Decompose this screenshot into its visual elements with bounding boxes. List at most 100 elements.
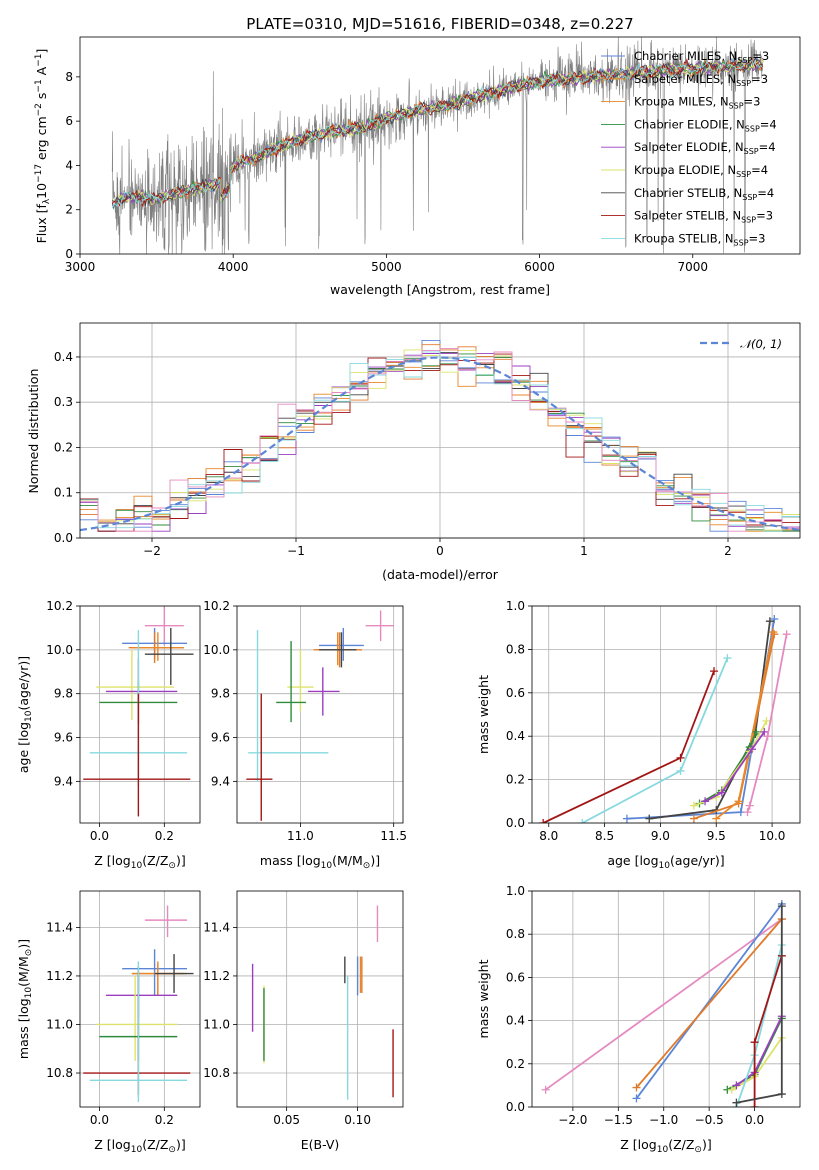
weight-marker bbox=[732, 1081, 741, 1090]
y-tick-label: 0.2 bbox=[506, 773, 525, 787]
x-tick-label: 9.0 bbox=[651, 829, 670, 843]
plot-area bbox=[111, 37, 764, 254]
x-tick-label: 11.5 bbox=[380, 829, 407, 843]
x-axis-label-part: 10 bbox=[657, 1145, 669, 1155]
x-axis-label: E(B-V) bbox=[301, 1137, 340, 1152]
y-tick-label: 9.8 bbox=[54, 687, 73, 701]
chart-title: PLATE=0310, MJD=51616, FIBERID=0348, z=0… bbox=[246, 15, 633, 33]
y-tick-label: 10.8 bbox=[46, 1066, 73, 1080]
legend-label: Salpeter STELIB, NSSP=3 bbox=[634, 209, 773, 225]
y-tick-label: 1.0 bbox=[506, 884, 525, 898]
y-tick-label: 0.3 bbox=[54, 395, 73, 409]
axes-frame bbox=[236, 890, 404, 1108]
legend-label: Chabrier ELODIE, NSSP=4 bbox=[634, 117, 777, 133]
x-axis-label-part: (Z/Z bbox=[142, 853, 168, 868]
gaussian-curve bbox=[80, 356, 800, 532]
legend-label: 𝒩(0, 1) bbox=[740, 337, 782, 351]
weight-line-c_stelib bbox=[649, 621, 771, 820]
x-tick-label: −1 bbox=[287, 544, 305, 558]
y-tick-label: 9.8 bbox=[211, 687, 230, 701]
weight-marker bbox=[747, 745, 756, 754]
legend-label: Kroupa STELIB, NSSP=3 bbox=[634, 231, 765, 247]
x-axis-label-part: 10 bbox=[131, 1145, 143, 1155]
y-axis-label-part: λ bbox=[42, 198, 52, 204]
y-axis-label-part: (age/yr)] bbox=[16, 656, 31, 711]
axes-mw_age: 8.0 8.5 9.0 9.5 10.0 0.0 0.2 0.4 0.6 0.8 1.0 age [l… bbox=[476, 599, 801, 871]
x-tick-label: 5000 bbox=[371, 260, 402, 274]
plot-area bbox=[83, 905, 194, 1103]
weight-marker bbox=[770, 615, 779, 624]
legend-label-part: =3 bbox=[751, 72, 768, 86]
legend-label-part: =4 bbox=[751, 163, 768, 177]
axes-age_Z: 0.0 0.29.49.69.810.010.2Z [log10(Z/Z⊙)]ag… bbox=[16, 599, 201, 871]
weight-marker bbox=[539, 819, 548, 823]
weight-marker bbox=[689, 814, 698, 823]
weight-line-c_miles bbox=[635, 903, 783, 1099]
x-axis-label: Z [log10(Z/Z⊙)] bbox=[620, 1137, 711, 1155]
legend-label-sub: SSP bbox=[729, 102, 744, 111]
legend-label-part: =3 bbox=[756, 209, 773, 223]
weight-marker bbox=[632, 1083, 641, 1092]
x-axis-label-part: Z [log bbox=[620, 1137, 656, 1152]
x-axis-label-part: age [log bbox=[607, 853, 658, 868]
x-axis-label-part: (Z/Z bbox=[668, 1137, 694, 1152]
legend-label-part: Kroupa MILES, N bbox=[634, 95, 729, 109]
weight-marker bbox=[769, 628, 778, 637]
x-axis-label-part: 10 bbox=[659, 861, 671, 871]
y-axis-label-part: ⊙ bbox=[24, 949, 34, 957]
y-axis-label-part: −17 bbox=[34, 164, 44, 183]
x-tick-label: 11.0 bbox=[287, 829, 314, 843]
weight-marker bbox=[632, 1094, 641, 1103]
y-tick-label: 11.4 bbox=[46, 920, 73, 934]
weight-marker bbox=[762, 717, 771, 726]
x-axis-label-part: ⊙ bbox=[168, 1145, 176, 1155]
legend-label: Kroupa ELODIE, NSSP=4 bbox=[634, 163, 768, 179]
y-axis-label-part: −1 bbox=[34, 54, 44, 67]
y-axis-label-part: −2 bbox=[34, 103, 44, 116]
y-axis-label: mass weight bbox=[476, 675, 491, 754]
y-axis-label-part: (M/M bbox=[16, 956, 31, 987]
y-axis-label: mass [log10(M/M⊙)] bbox=[16, 939, 34, 1059]
legend-label: Chabrier STELIB, NSSP=4 bbox=[634, 186, 774, 202]
y-tick-label: 0.2 bbox=[54, 440, 73, 454]
y-axis-label-part: 10 bbox=[24, 710, 34, 722]
y-axis-label: mass weight bbox=[476, 959, 491, 1038]
weight-marker bbox=[701, 797, 710, 806]
x-axis-label-part: Z [log bbox=[94, 1137, 130, 1152]
y-axis-label-part: erg cm bbox=[34, 116, 49, 164]
y-tick-label: 9.4 bbox=[54, 774, 73, 788]
legend-label: Salpeter ELODIE, NSSP=4 bbox=[634, 140, 776, 156]
x-tick-label: 0.0 bbox=[745, 1113, 764, 1127]
weight-marker bbox=[745, 801, 754, 810]
y-tick-label: 0 bbox=[65, 247, 73, 261]
plot-area bbox=[80, 339, 800, 532]
x-axis-label-part: 10 bbox=[321, 861, 333, 871]
x-axis-label-part: mass [log bbox=[260, 853, 321, 868]
weight-marker bbox=[710, 667, 719, 676]
weight-line-pink bbox=[545, 918, 783, 1091]
weight-marker bbox=[734, 797, 743, 806]
legend-label-part: Salpeter ELODIE, N bbox=[634, 140, 744, 154]
y-tick-label: 0.1 bbox=[54, 486, 73, 500]
axes-hist: −2 −1 0 1 2 0.0 0.1 0.2 0.3 0.4 𝒩(0, 1) (data-model… bbox=[26, 322, 801, 582]
axes-frame bbox=[79, 36, 801, 255]
legend-label-sub: SSP bbox=[742, 193, 757, 202]
legend-label-part: Chabrier MILES, N bbox=[634, 49, 737, 63]
weight-marker bbox=[760, 727, 769, 736]
plot-area bbox=[251, 905, 394, 1100]
legend-label-part: =4 bbox=[760, 117, 777, 131]
x-tick-label: 7000 bbox=[677, 260, 708, 274]
legend-label: Kroupa MILES, NSSP=3 bbox=[634, 95, 760, 111]
x-tick-label: 0.0 bbox=[90, 829, 109, 843]
x-tick-label: 0 bbox=[436, 544, 444, 558]
y-tick-label: 2 bbox=[65, 203, 73, 217]
legend-label-sub: SSP bbox=[734, 238, 749, 247]
y-tick-label: 11.2 bbox=[46, 969, 73, 983]
weight-line-s_miles bbox=[693, 634, 776, 820]
x-tick-label: 0.05 bbox=[273, 1113, 300, 1127]
x-axis-label-part: )] bbox=[702, 1137, 712, 1152]
x-axis-label: (data-model)/error bbox=[382, 567, 499, 582]
y-tick-label: 11.0 bbox=[46, 1017, 73, 1031]
weight-line-pink bbox=[746, 634, 788, 813]
weight-marker bbox=[736, 808, 745, 817]
